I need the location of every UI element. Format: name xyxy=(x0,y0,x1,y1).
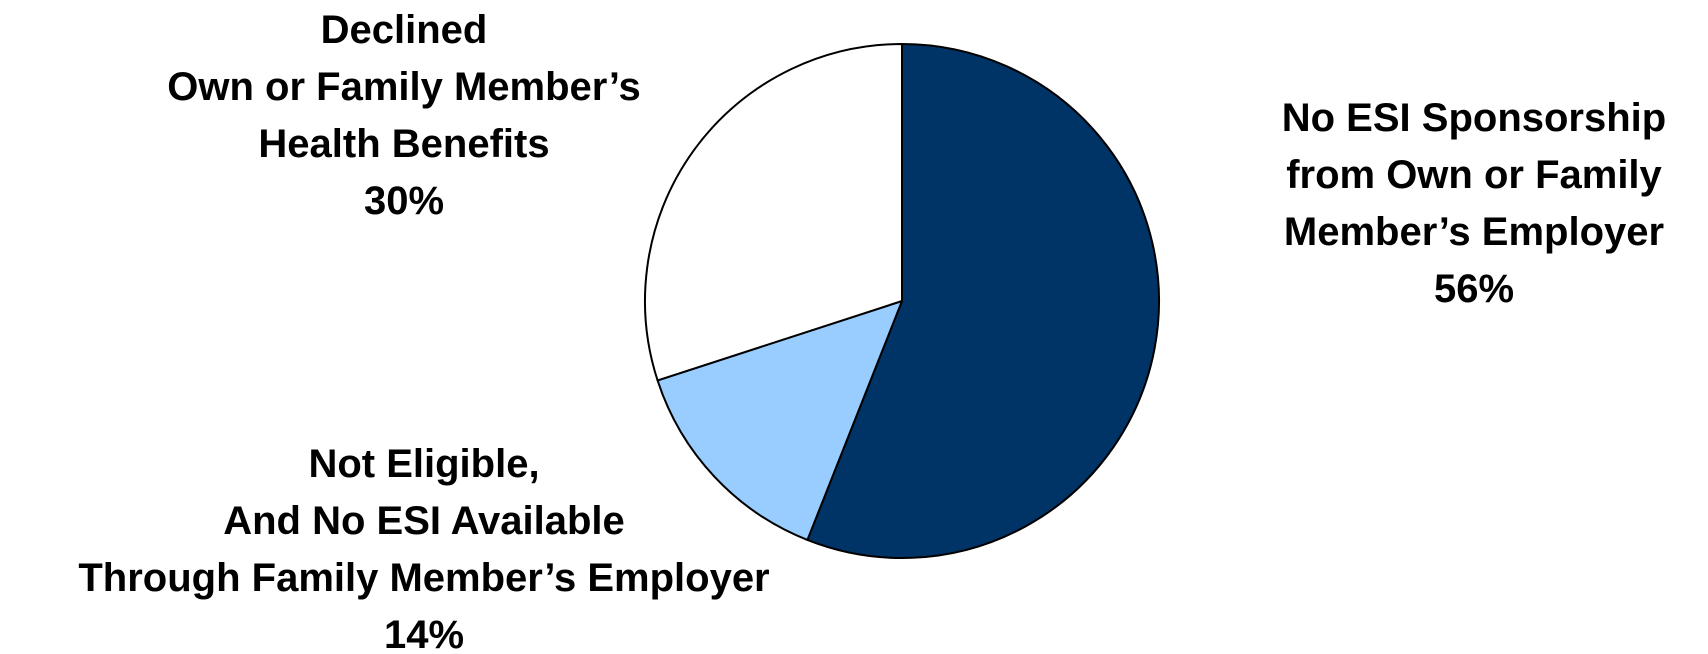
slice-label-line: Health Benefits xyxy=(258,122,549,166)
pie-slices xyxy=(644,43,1160,559)
slice-value-label: 30% xyxy=(364,179,444,223)
slice-label-line: Not Eligible, xyxy=(308,442,539,486)
slice-value-label: 14% xyxy=(384,613,464,654)
slice-label-line: No ESI Sponsorship xyxy=(1282,96,1666,140)
slice-label-1: Not Eligible, And No ESI Available Through… xyxy=(78,442,769,654)
slice-label-line: And No ESI Available xyxy=(223,499,625,543)
slice-labels: No ESI Sponsorship from Own or Family Memb… xyxy=(78,8,1666,654)
slice-label-line: Through Family Member’s Employer xyxy=(78,556,769,600)
slice-label-line: from Own or Family xyxy=(1286,153,1662,197)
slice-label-line: Member’s Employer xyxy=(1284,210,1664,254)
pie-slice-0 xyxy=(806,43,1160,559)
slice-label-line: Own or Family Member’s xyxy=(167,65,640,109)
pie-slice-2 xyxy=(644,43,903,382)
slice-label-2: Declined Own or Family Member’s Health Ben… xyxy=(167,8,640,223)
slice-value-label: 56% xyxy=(1434,267,1514,311)
slice-label-line: Declined xyxy=(321,8,488,52)
slice-label-0: No ESI Sponsorship from Own or Family Memb… xyxy=(1282,96,1666,311)
